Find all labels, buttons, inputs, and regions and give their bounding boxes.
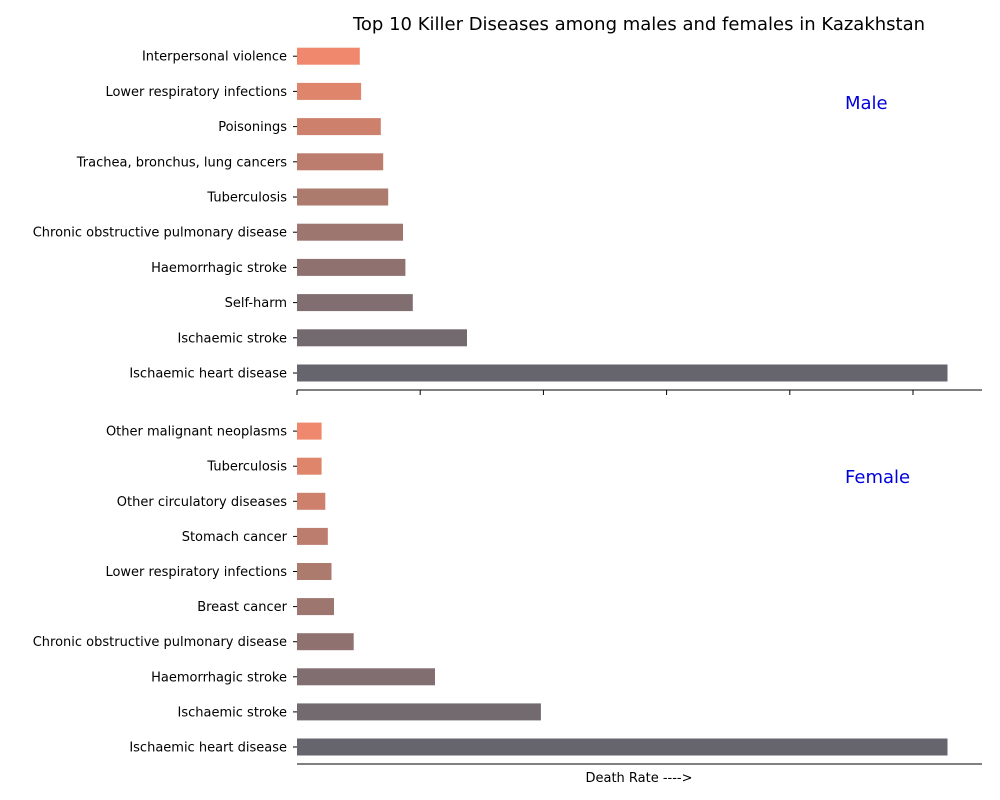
female-bar (297, 598, 334, 616)
female-category-label: Breast cancer (197, 600, 287, 615)
male-category-label: Lower respiratory infections (105, 85, 287, 100)
female-bar (297, 422, 322, 440)
female-category-label: Ischaemic heart disease (129, 741, 287, 756)
male-bar (297, 364, 948, 382)
x-axis-label: Death Rate ----> (585, 771, 692, 786)
female-category-label: Haemorrhagic stroke (151, 670, 287, 685)
male-bar (297, 294, 413, 312)
male-category-label: Interpersonal violence (142, 50, 287, 65)
male-category-label: Ischaemic stroke (178, 331, 287, 346)
female-category-label: Stomach cancer (182, 530, 288, 545)
male-bar (297, 188, 389, 206)
male-bar (297, 47, 360, 65)
female-bar (297, 668, 435, 686)
male-category-label: Poisonings (218, 120, 287, 135)
female-category-label: Other circulatory diseases (117, 495, 287, 510)
female-bar (297, 703, 541, 721)
female-category-label: Other malignant neoplasms (106, 425, 287, 440)
female-panel-label: Female (845, 467, 910, 488)
male-category-label: Self-harm (225, 296, 287, 311)
female-bar (297, 457, 322, 475)
male-bar (297, 223, 403, 241)
male-panel: Ischaemic heart disease Ischaemic stroke S… (33, 47, 982, 395)
male-category-label: Chronic obstructive pulmonary disease (33, 226, 287, 241)
female-bar (297, 563, 332, 580)
female-category-label: Ischaemic stroke (178, 705, 287, 720)
female-bar (297, 633, 354, 651)
male-bar (297, 329, 467, 347)
female-bar (297, 527, 328, 545)
male-category-label: Haemorrhagic stroke (151, 261, 287, 276)
female-category-label: Lower respiratory infections (105, 565, 287, 580)
female-bar (297, 738, 948, 756)
male-category-label: Ischaemic heart disease (129, 367, 287, 382)
male-category-label: Tuberculosis (206, 191, 287, 206)
female-panel: Ischaemic heart disease Ischaemic stroke H… (33, 422, 982, 765)
female-category-label: Tuberculosis (206, 460, 287, 475)
male-panel-label: Male (845, 93, 888, 114)
male-bar (297, 82, 362, 100)
male-category-label: Trachea, bronchus, lung cancers (76, 155, 287, 170)
male-bar (297, 153, 384, 171)
female-bar (297, 492, 326, 510)
chart-title: Top 10 Killer Diseases among males and f… (352, 14, 925, 35)
female-category-label: Chronic obstructive pulmonary disease (33, 635, 287, 650)
male-bar (297, 118, 381, 136)
male-bar (297, 258, 406, 276)
